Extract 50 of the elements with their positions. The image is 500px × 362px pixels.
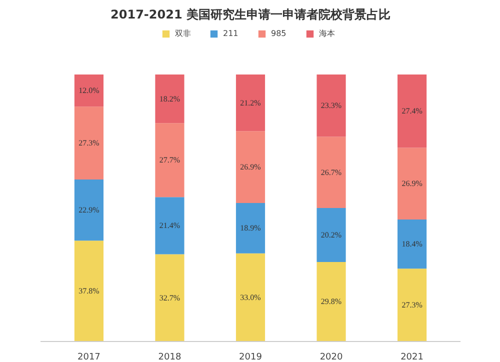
x-tick-label: 2018 (158, 352, 182, 362)
bar (236, 74, 266, 132)
data-label: 27.7% (159, 156, 180, 165)
data-label: 27.3% (78, 138, 100, 148)
bar (316, 74, 346, 137)
data-label: 21.4% (159, 221, 180, 230)
legend-label: 985 (271, 29, 288, 38)
data-label: 26.9% (402, 179, 423, 188)
data-label: 33.0% (240, 292, 262, 302)
bar (74, 74, 104, 107)
bar (316, 208, 346, 262)
data-label: 18.4% (402, 240, 423, 249)
bar (236, 131, 266, 203)
data-label: 37.8% (78, 286, 100, 296)
bar (236, 202, 266, 254)
x-tick-label: 2019 (239, 352, 262, 362)
bar (155, 197, 184, 254)
bar (74, 106, 104, 180)
data-label: 26.9% (240, 162, 262, 172)
bar (74, 240, 104, 342)
bar (316, 262, 346, 342)
legend-label: 211 (223, 29, 240, 38)
data-label: 27.3% (402, 300, 423, 310)
data-label: 21.2% (240, 98, 262, 108)
bar (398, 220, 427, 269)
bar (398, 268, 427, 342)
data-label: 12.0% (78, 86, 100, 96)
data-label: 22.9% (78, 206, 100, 215)
legend-label: 双非 (175, 28, 192, 39)
data-label: 18.2% (159, 94, 180, 104)
data-label: 29.8% (320, 297, 342, 306)
bar (236, 253, 266, 342)
data-label: 20.2% (320, 230, 342, 240)
bar (155, 123, 184, 198)
chart-title: 2017-2021 美国研究生申请一申请者院校背景占比 (110, 8, 390, 22)
bar (155, 254, 184, 342)
data-label: 23.3% (320, 101, 342, 110)
data-label: 18.9% (240, 224, 262, 233)
data-label: 26.7% (320, 168, 342, 177)
bar (398, 74, 427, 148)
x-tick-label: 2020 (320, 352, 343, 362)
bar (74, 179, 104, 241)
x-tick-label: 2021 (400, 352, 424, 362)
bar (316, 136, 346, 208)
legend-label: 海本 (319, 28, 336, 39)
data-label: 27.4% (402, 106, 423, 116)
data-label: 32.7% (159, 293, 180, 302)
bar (155, 74, 184, 124)
x-tick-label: 2017 (78, 352, 100, 362)
bar (398, 148, 427, 220)
